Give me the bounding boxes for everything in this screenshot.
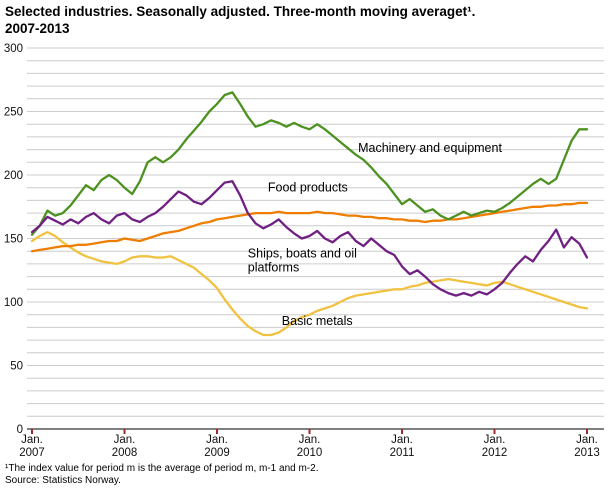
chart-svg: 050100150200250300Jan.2007Jan.2008Jan.20… (4, 43, 604, 459)
y-axis-label: 250 (4, 107, 23, 119)
x-axis-label-month: Jan. (299, 434, 321, 446)
y-axis-label: 100 (4, 297, 23, 309)
x-axis-label-month: Jan. (391, 434, 413, 446)
y-axis-label: 0 (17, 424, 23, 436)
chart-title-line-1: Selected industries. Seasonally adjusted… (5, 4, 476, 19)
series-line-food-products (30, 201, 589, 253)
chart-source: Source: Statistics Norway. (5, 475, 121, 486)
series-line-machinery-and-equipment (30, 91, 589, 236)
x-axis-label-month: Jan. (21, 434, 43, 446)
series-label-ships-boats-and-oil-platforms: Ships, boats and oil platforms (248, 247, 357, 275)
series-label-basic-metals: Basic metals (282, 314, 353, 328)
chart-footnote: ¹The index value for period m is the ave… (5, 463, 319, 474)
chart-footnotes: ¹The index value for period m is the ave… (0, 462, 610, 487)
chart-title-line-2: 2007-2013 (5, 21, 70, 36)
series-line-basic-metals (30, 230, 589, 337)
x-axis-label-year: 2012 (482, 447, 508, 459)
x-axis-label-year: 2008 (112, 447, 138, 459)
y-axis-label: 200 (4, 170, 23, 182)
x-axis-label-year: 2007 (19, 447, 45, 459)
x-axis-label-month: Jan. (206, 434, 228, 446)
x-axis-label-month: Jan. (114, 434, 136, 446)
y-axis-label: 150 (4, 234, 23, 246)
y-axis-label: 300 (4, 43, 23, 55)
x-axis-label-year: 2009 (204, 447, 230, 459)
series-line-ships-boats-and-oil-platforms (30, 180, 589, 297)
chart-title: Selected industries. Seasonally adjusted… (0, 0, 610, 38)
series-label-machinery-and-equipment: Machinery and equipment (358, 141, 502, 155)
x-axis-label-year: 2010 (297, 447, 323, 459)
y-axis-label: 50 (10, 361, 23, 373)
x-axis-label-month: Jan. (484, 434, 506, 446)
series-label-food-products: Food products (268, 181, 348, 195)
x-axis-label-year: 2011 (390, 447, 415, 459)
x-axis-label-month: Jan. (576, 434, 598, 446)
x-axis-label-year: 2013 (574, 447, 600, 459)
